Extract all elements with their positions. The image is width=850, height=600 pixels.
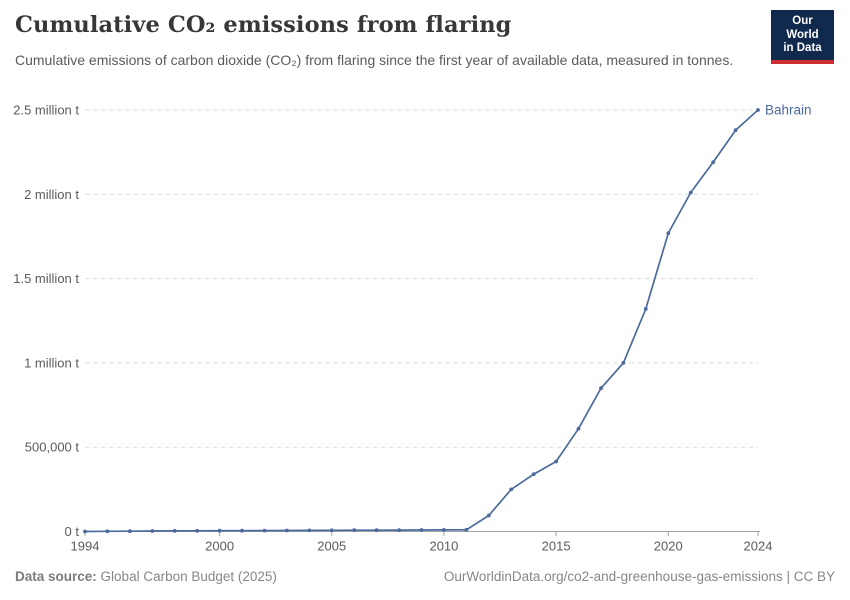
data-point-marker[interactable] bbox=[105, 529, 110, 534]
x-axis-tick-label: 2000 bbox=[205, 539, 234, 554]
x-axis-tick-label: 2024 bbox=[744, 539, 773, 554]
series-end-label[interactable]: Bahrain bbox=[765, 103, 812, 118]
data-point-marker[interactable] bbox=[576, 426, 581, 431]
data-point-marker[interactable] bbox=[531, 472, 536, 477]
data-point-marker[interactable] bbox=[150, 529, 155, 533]
data-source: Data source: Global Carbon Budget (2025) bbox=[15, 569, 277, 584]
y-axis-tick-label: 0 t bbox=[65, 524, 80, 539]
data-point-marker[interactable] bbox=[329, 528, 334, 533]
x-axis-tick-label: 2005 bbox=[317, 539, 346, 554]
x-axis-tick-label: 2015 bbox=[542, 539, 571, 554]
series-line-bahrain[interactable] bbox=[84, 109, 759, 533]
data-source-value: Global Carbon Budget (2025) bbox=[100, 569, 277, 584]
data-point-marker[interactable] bbox=[217, 528, 222, 533]
data-point-marker[interactable] bbox=[172, 529, 177, 533]
x-axis-tick-label: 2020 bbox=[654, 539, 683, 554]
owid-logo[interactable]: Our World in Data bbox=[771, 10, 834, 64]
data-point-marker[interactable] bbox=[442, 528, 446, 532]
y-axis-tick-label: 500,000 t bbox=[25, 440, 80, 455]
y-axis-tick-label: 1 million t bbox=[24, 355, 79, 370]
data-point-marker[interactable] bbox=[240, 528, 244, 533]
data-point-marker[interactable] bbox=[756, 108, 760, 112]
data-point-marker[interactable] bbox=[509, 487, 514, 492]
data-point-marker[interactable] bbox=[621, 361, 626, 365]
data-point-marker[interactable] bbox=[666, 231, 671, 236]
data-point-marker[interactable] bbox=[352, 528, 357, 533]
y-axis-tick-label: 2 million t bbox=[24, 187, 79, 202]
data-point-marker[interactable] bbox=[711, 160, 715, 165]
data-point-marker[interactable] bbox=[285, 528, 289, 533]
data-point-marker[interactable] bbox=[397, 528, 401, 532]
data-point-marker[interactable] bbox=[307, 528, 312, 533]
data-point-marker[interactable] bbox=[374, 528, 379, 533]
y-axis-tick-label: 1.5 million t bbox=[13, 271, 79, 286]
data-point-marker[interactable] bbox=[83, 529, 87, 534]
data-source-label: Data source: bbox=[15, 569, 97, 584]
data-point-marker[interactable] bbox=[486, 513, 491, 518]
license-link[interactable]: OurWorldinData.org/co2-and-greenhouse-ga… bbox=[443, 569, 835, 584]
data-point-marker[interactable] bbox=[643, 307, 648, 311]
page-title: Cumulative CO₂ emissions from flaring bbox=[15, 12, 512, 38]
y-axis-tick-label: 2.5 million t bbox=[13, 103, 79, 118]
data-point-marker[interactable] bbox=[599, 386, 603, 391]
owid-logo-line2: in Data bbox=[783, 42, 822, 54]
data-point-marker[interactable] bbox=[127, 529, 132, 534]
x-axis-tick-label: 1994 bbox=[71, 539, 100, 554]
data-point-marker[interactable] bbox=[419, 528, 424, 532]
chart-footer: Data source: Global Carbon Budget (2025)… bbox=[15, 569, 835, 584]
x-axis-tick-label: 2010 bbox=[429, 539, 458, 554]
data-point-marker[interactable] bbox=[464, 527, 469, 532]
data-point-marker[interactable] bbox=[554, 459, 558, 464]
data-point-marker[interactable] bbox=[688, 190, 693, 195]
chart-subtitle: Cumulative emissions of carbon dioxide (… bbox=[15, 52, 734, 68]
data-point-marker[interactable] bbox=[733, 128, 738, 133]
data-point-marker[interactable] bbox=[262, 528, 267, 533]
data-point-marker[interactable] bbox=[195, 528, 200, 533]
owid-logo-line1: Our World bbox=[786, 15, 819, 41]
